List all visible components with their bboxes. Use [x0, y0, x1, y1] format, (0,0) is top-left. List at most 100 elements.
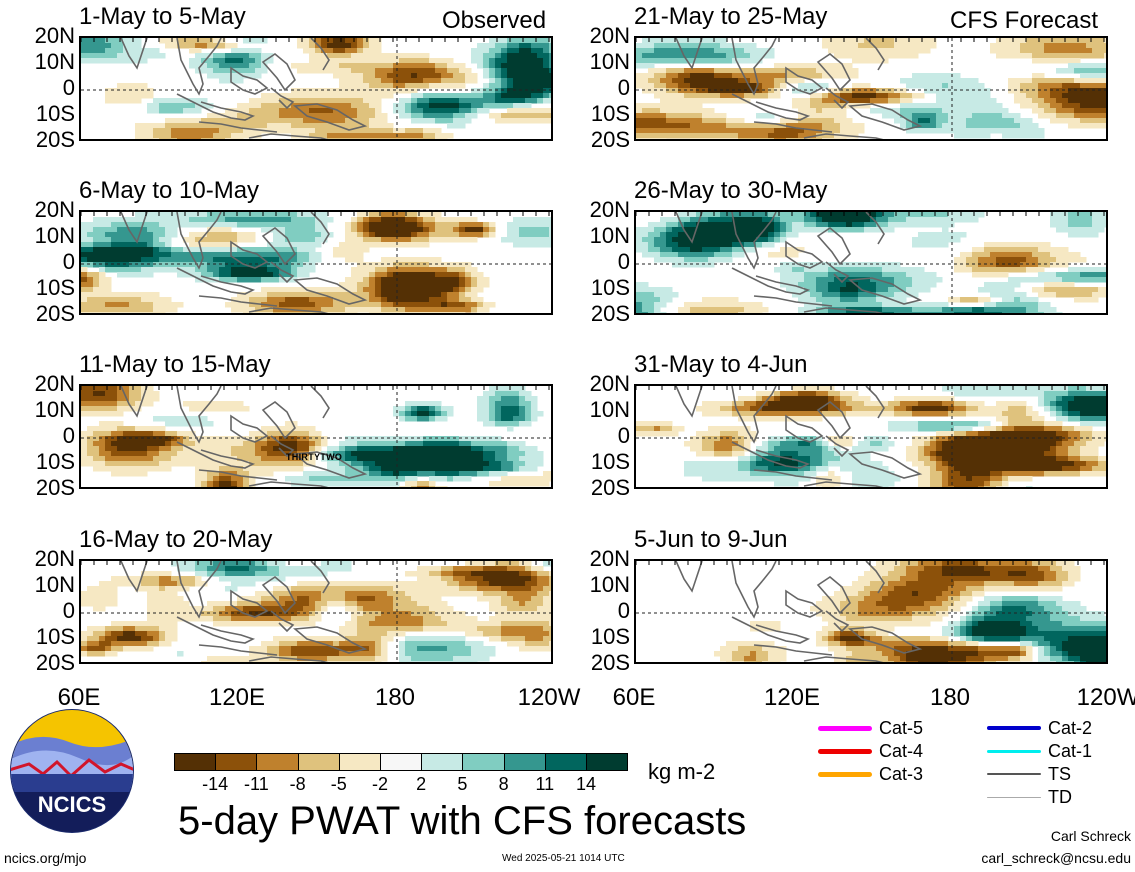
coastline [675, 38, 703, 70]
observed-heading: Observed [442, 7, 547, 34]
latitude-label: 0 [62, 75, 75, 100]
pwat-anomaly-field [81, 386, 551, 487]
colorbar-swatch [256, 753, 299, 771]
coastline [731, 267, 811, 295]
longitude-label: 120W [1076, 684, 1135, 711]
pwat-anomaly-field [636, 38, 1106, 139]
latitude-label: 10N [589, 572, 630, 597]
latitude-label: 20N [34, 23, 75, 48]
legend-line [987, 726, 1041, 730]
panel-date-range: 21-May to 25-May [634, 3, 828, 30]
coastline [753, 469, 833, 481]
latitude-label: 10N [34, 397, 75, 422]
longitude-label: 120E [208, 684, 266, 711]
latitude-label: 20N [589, 371, 630, 396]
coastline [198, 469, 278, 481]
coastline [731, 616, 811, 644]
coastline [803, 307, 884, 313]
colorbar-swatch [215, 753, 258, 771]
legend-label: TS [1048, 764, 1072, 784]
coastline [230, 66, 269, 95]
coastline [176, 267, 256, 295]
coastline [803, 133, 884, 139]
panel-date-range: 6-May to 10-May [79, 177, 260, 204]
coastline [825, 87, 850, 110]
latitude-label: 10S [35, 101, 75, 126]
coastline [753, 295, 833, 307]
panel-date-range: 1-May to 5-May [79, 3, 246, 30]
legend-line [987, 773, 1041, 775]
pwat-map [79, 210, 553, 315]
coastline [675, 386, 703, 418]
longitude-label: 60E [612, 684, 656, 711]
coastline [731, 441, 811, 469]
colorbar-swatch [462, 753, 505, 771]
latitude-label: 20S [35, 650, 75, 675]
coastline [865, 38, 885, 71]
panel-date-range: 11-May to 15-May [79, 351, 271, 378]
ncics-logo-icon: NCICS [10, 709, 134, 833]
coastline [675, 212, 703, 244]
coastline [825, 261, 850, 284]
latitude-label: 0 [617, 75, 630, 100]
coastline [803, 481, 884, 487]
coastline [261, 227, 296, 266]
footer-url[interactable]: ncics.org/mjo [4, 850, 87, 866]
legend-line [818, 771, 872, 777]
coastline [785, 240, 824, 269]
coastline [120, 38, 148, 70]
coastline [785, 589, 824, 618]
coastline [293, 451, 368, 479]
pwat-anomaly-field [81, 561, 551, 662]
coastline [248, 307, 329, 313]
colorbar-swatch [338, 753, 381, 771]
coastline [675, 561, 703, 593]
coastline [293, 103, 368, 131]
legend-label: Cat-5 [879, 718, 924, 738]
latitude-label: 10S [590, 624, 630, 649]
coastline [785, 414, 824, 443]
legend-line [987, 749, 1041, 753]
coastline [261, 576, 296, 615]
latitude-label: 0 [62, 423, 75, 448]
coastline [310, 38, 330, 71]
latitude-label: 10S [35, 449, 75, 474]
coastline [731, 212, 777, 270]
colorbar-swatch [380, 753, 423, 771]
latitude-label: 10S [35, 624, 75, 649]
legend-label: Cat-2 [1048, 718, 1093, 738]
pwat-map [79, 36, 553, 141]
pwat-anomaly-field [636, 386, 1106, 487]
pwat-anomaly-field [81, 212, 551, 313]
longitude-label: 180 [929, 684, 971, 711]
coastline [120, 212, 148, 244]
longitude-label: 120E [763, 684, 821, 711]
coastline [310, 386, 330, 419]
coastline [261, 401, 296, 440]
latitude-label: 10N [34, 49, 75, 74]
pwat-anomaly-field [81, 38, 551, 139]
units-label: kg m-2 [648, 759, 716, 784]
coastline [230, 414, 269, 443]
pwat-anomaly-field [636, 212, 1106, 313]
latitude-label: 20S [590, 475, 630, 500]
latitude-label: 20S [590, 127, 630, 152]
footer-email[interactable]: carl_schreck@ncsu.edu [981, 850, 1131, 866]
pwat-map [634, 36, 1108, 141]
latitude-label: 10N [34, 572, 75, 597]
coastline [731, 93, 811, 121]
coastline [270, 435, 295, 458]
coastline [731, 38, 777, 96]
legend-label: Cat-1 [1048, 741, 1093, 761]
colorbar-tick-label: -8 [289, 774, 306, 794]
coastline [731, 386, 777, 444]
forecast-heading: CFS Forecast [950, 7, 1099, 34]
latitude-label: 0 [617, 249, 630, 274]
colorbar-tick-label: -2 [371, 774, 389, 794]
coastline [198, 295, 278, 307]
latitude-label: 10N [589, 397, 630, 422]
coastline [816, 576, 851, 615]
panel-date-range: 26-May to 30-May [634, 177, 828, 204]
latitude-label: 0 [62, 249, 75, 274]
logo-text: NCICS [38, 792, 106, 817]
